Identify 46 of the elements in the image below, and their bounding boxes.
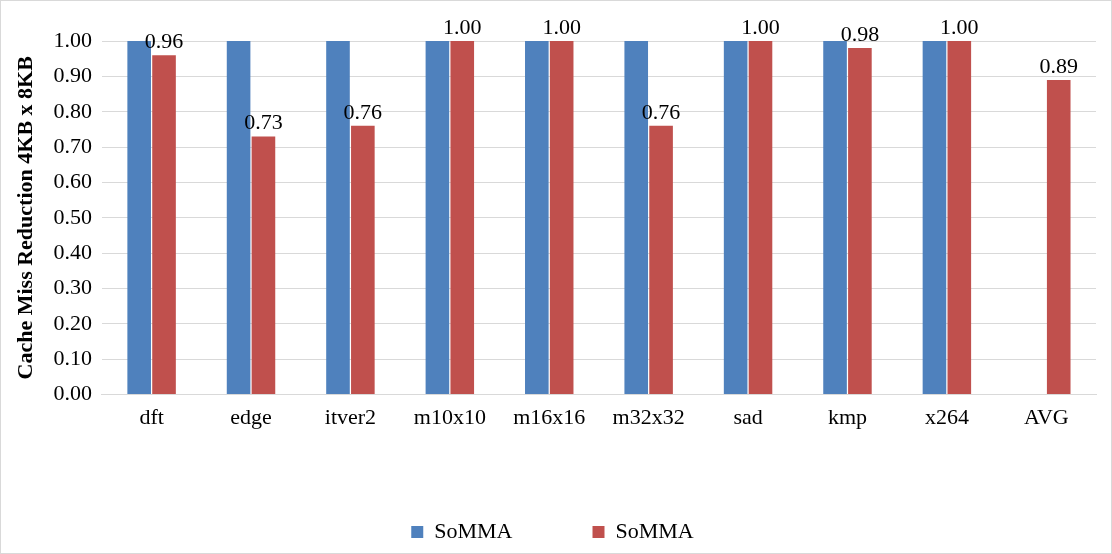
y-tick-label: 0.80 <box>53 97 92 123</box>
data-label: 0.89 <box>1039 52 1078 78</box>
bar <box>823 41 847 395</box>
legend-label: SoMMA <box>615 517 694 543</box>
data-label: 0.98 <box>840 20 880 46</box>
bar <box>525 41 549 395</box>
legend-label: SoMMA <box>434 517 513 543</box>
bar <box>947 41 972 395</box>
x-tick-label: itver2 <box>324 403 377 429</box>
x-tick-label: m32x32 <box>612 403 685 429</box>
x-tick-label: kmp <box>827 403 868 429</box>
y-tick-label: 0.20 <box>53 309 92 335</box>
y-tick-label: 0.10 <box>53 345 92 371</box>
data-label: 0.96 <box>144 27 184 53</box>
y-tick-label: 0.00 <box>53 380 92 406</box>
x-tick-label: dft <box>139 403 164 429</box>
y-tick-label: 0.90 <box>53 62 92 88</box>
y-tick-label: 0.40 <box>53 238 92 264</box>
bar <box>351 125 375 395</box>
data-label: 1.00 <box>741 13 780 39</box>
y-axis-title: Cache Miss Reduction 4KB x 8KB <box>11 55 37 380</box>
bar <box>922 41 947 395</box>
bar <box>1046 79 1071 395</box>
data-label: 1.00 <box>443 13 482 39</box>
x-tick-label: AVG <box>1023 403 1069 429</box>
y-tick-label: 0.70 <box>53 132 92 158</box>
bar <box>848 48 872 395</box>
data-label: 1.00 <box>542 13 581 39</box>
bar <box>251 136 276 395</box>
y-tick-label: 0.30 <box>53 274 92 300</box>
x-tick-label: x264 <box>924 403 969 429</box>
y-tick-label: 0.60 <box>53 168 92 194</box>
x-tick-label: sad <box>733 403 763 429</box>
y-tick-label: 1.00 <box>53 26 92 52</box>
x-tick-label: edge <box>230 403 272 429</box>
bar <box>649 125 673 395</box>
bar <box>549 41 574 395</box>
bar <box>723 41 748 395</box>
bar <box>152 55 176 395</box>
bar <box>748 41 773 395</box>
bar <box>425 41 450 395</box>
x-tick-label: m16x16 <box>513 403 586 429</box>
bar <box>450 41 475 395</box>
y-tick-label: 0.50 <box>53 203 92 229</box>
data-label: 1.00 <box>940 13 979 39</box>
x-tick-label: m10x10 <box>413 403 486 429</box>
